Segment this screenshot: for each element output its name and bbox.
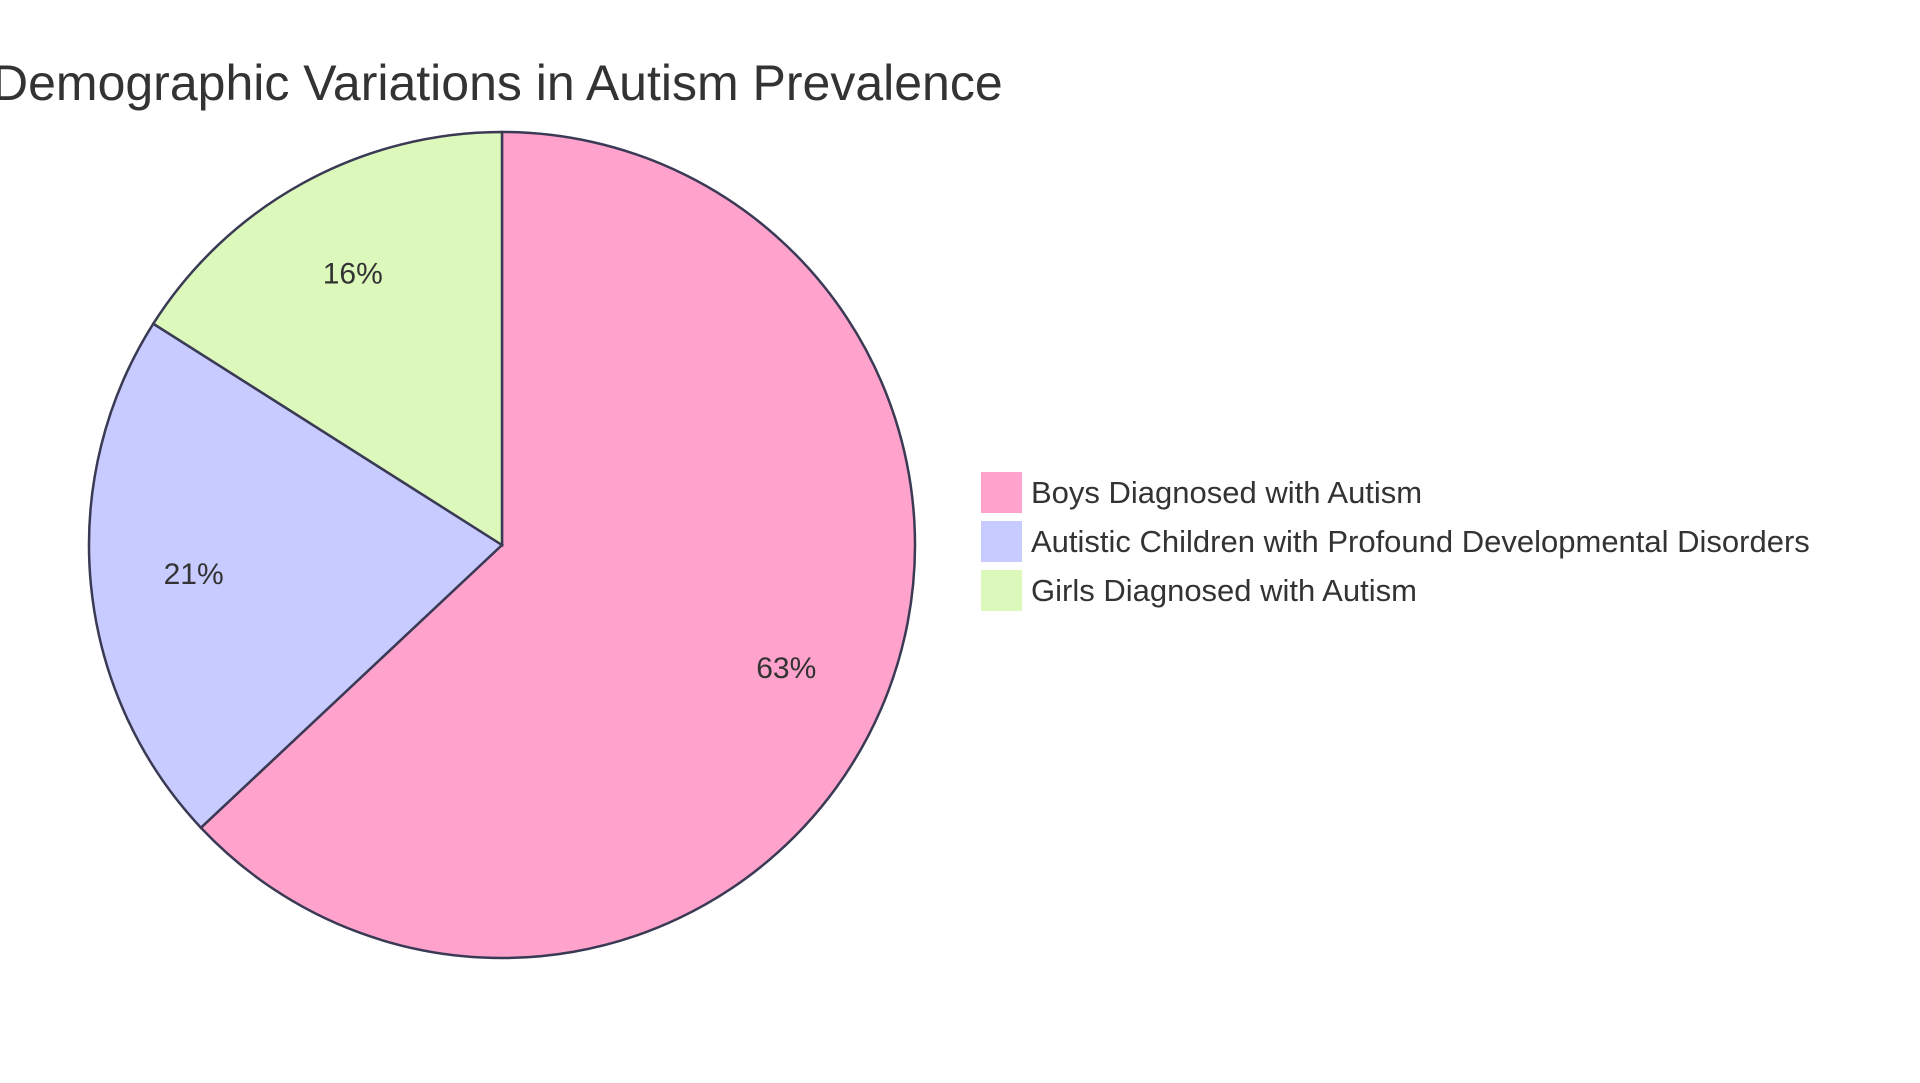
legend-label-2: Autistic Children with Profound Developm… bbox=[1031, 524, 1810, 559]
legend-swatch-1 bbox=[981, 472, 1022, 513]
legend-swatch-3 bbox=[981, 570, 1022, 611]
legend-label-3: Girls Diagnosed with Autism bbox=[1031, 573, 1417, 608]
pie-slice-3 bbox=[151, 130, 504, 548]
slice-label-3: 16% bbox=[323, 258, 383, 291]
legend-label-1: Boys Diagnosed with Autism bbox=[1031, 475, 1422, 510]
pie-slice-2 bbox=[87, 321, 505, 830]
legend-swatch-2 bbox=[981, 521, 1022, 562]
slice-label-2: 21% bbox=[164, 558, 224, 591]
slice-label-1: 63% bbox=[756, 652, 816, 685]
chart-title: Demographic Variations in Autism Prevale… bbox=[0, 55, 1003, 111]
pie-slice-1 bbox=[199, 130, 917, 960]
